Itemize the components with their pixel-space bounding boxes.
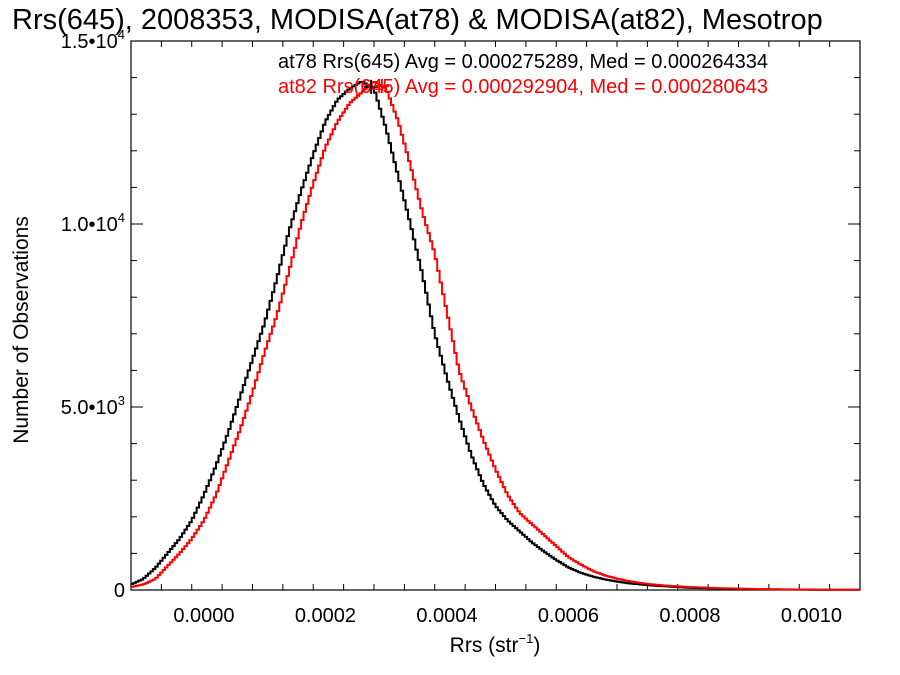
avg-marker-at82 xyxy=(374,78,389,93)
y-tick-label: 0 xyxy=(114,580,125,602)
x-tick-label: 0.0010 xyxy=(781,605,842,627)
x-axis-label: Rrs (str−1) xyxy=(450,631,541,657)
x-tick-label: 0.0002 xyxy=(295,605,356,627)
x-axis-label-end: ) xyxy=(533,634,540,657)
legend-stats-at78: at78 Rrs(645) Avg = 0.000275289, Med = 0… xyxy=(278,51,768,73)
y-axis: 0 5.0•103 1.0•104 1.5•104 xyxy=(61,27,860,602)
y-axis-label: Number of Observations xyxy=(10,216,33,444)
series-line-at78 xyxy=(131,80,860,591)
x-tick-label: 0.0006 xyxy=(538,605,599,627)
y-tick-label: 5.0•103 xyxy=(61,393,125,419)
chart-title: Rrs(645), 2008353, MODISA(at78) & MODISA… xyxy=(12,4,823,36)
x-axis: 0.0000 0.0002 0.0004 0.0006 0.0008 0.0010 xyxy=(130,41,861,627)
series-layer xyxy=(131,78,860,591)
y-tick-label: 1.5•104 xyxy=(61,27,125,53)
x-axis-label-base: Rrs (str xyxy=(450,634,519,657)
legend: at78 Rrs(645) Avg = 0.000275289, Med = 0… xyxy=(278,51,768,98)
x-tick-label: 0.0000 xyxy=(173,605,234,627)
y-tick-label: 1.0•104 xyxy=(61,210,125,236)
x-axis-label-sup: −1 xyxy=(519,631,534,646)
x-tick-label: 0.0008 xyxy=(659,605,720,627)
x-tick-label: 0.0004 xyxy=(416,605,477,627)
series-line-at82 xyxy=(131,80,860,591)
legend-stats-at82: at82 Rrs(645) Avg = 0.000292904, Med = 0… xyxy=(278,76,768,98)
